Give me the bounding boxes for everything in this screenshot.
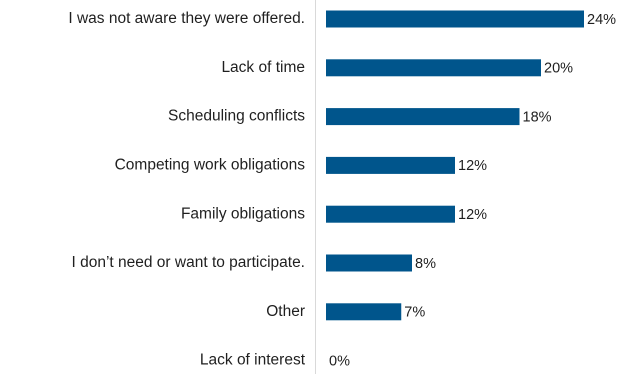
category-label: Scheduling conflicts xyxy=(168,108,305,125)
bar-group xyxy=(326,10,584,321)
value-label: 12% xyxy=(458,158,487,174)
category-label: I don’t need or want to participate. xyxy=(71,254,305,271)
bar xyxy=(326,205,455,223)
value-label: 20% xyxy=(544,61,573,77)
value-label: 0% xyxy=(329,353,350,369)
value-label: 8% xyxy=(415,256,436,272)
value-label: 7% xyxy=(404,305,425,321)
value-label: 18% xyxy=(523,109,552,125)
category-label: Other xyxy=(266,303,305,320)
value-label: 12% xyxy=(458,207,487,223)
bar xyxy=(326,108,520,126)
value-label: 24% xyxy=(587,12,616,28)
bar xyxy=(326,303,402,321)
category-label: Competing work obligations xyxy=(115,156,306,173)
category-label: I was not aware they were offered. xyxy=(68,10,305,27)
bar xyxy=(326,10,584,28)
bar xyxy=(326,156,455,174)
category-label: Family obligations xyxy=(181,205,305,222)
value-label-group: 24% 20% 18% 12% 12% 8% 7% 0% xyxy=(329,12,616,370)
bar xyxy=(326,59,541,77)
bar xyxy=(326,254,412,272)
category-label: Lack of interest xyxy=(200,352,306,369)
category-label: Lack of time xyxy=(221,59,305,76)
category-label-group: I was not aware they were offered. Lack o… xyxy=(68,10,305,369)
